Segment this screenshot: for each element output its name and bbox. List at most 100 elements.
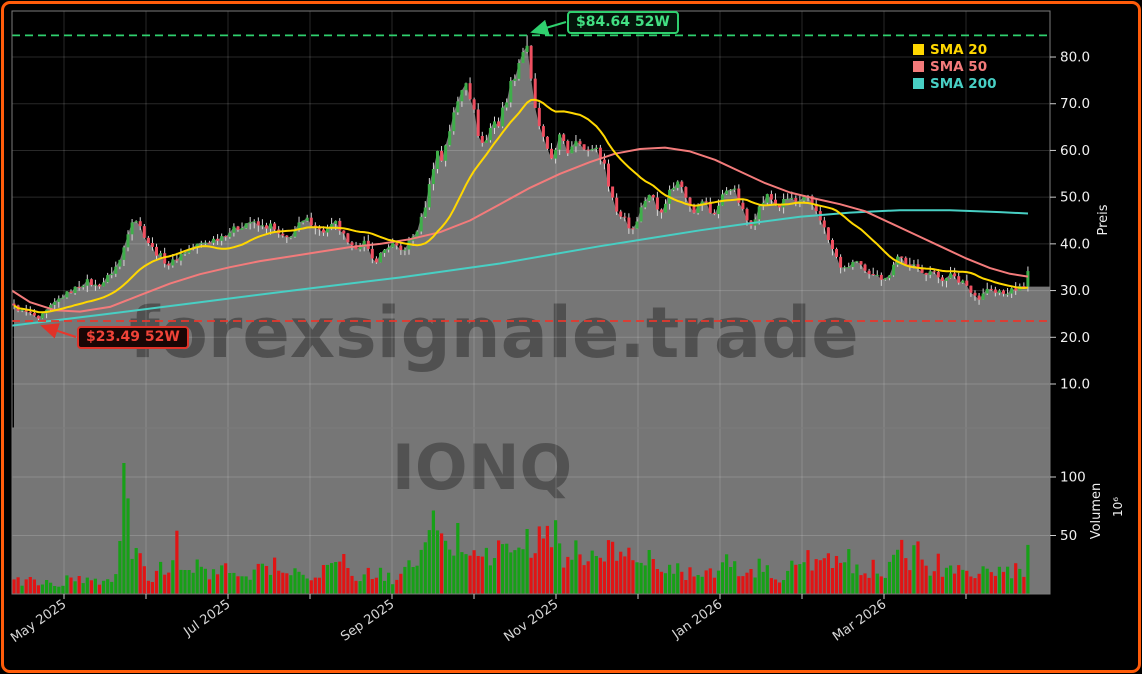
candle-body [297, 222, 301, 230]
volume-bar [419, 549, 423, 594]
price-tick-label: 50.0 [1060, 190, 1090, 206]
candle-body [138, 221, 142, 227]
volume-bar [342, 554, 346, 594]
volume-bar [175, 530, 179, 594]
volume-bar [928, 575, 932, 594]
volume-bar [126, 498, 130, 594]
volume-bar [281, 572, 285, 594]
candle-body [945, 278, 948, 281]
volume-bar [965, 570, 969, 594]
volume-bar [879, 576, 883, 594]
volume-bar [501, 544, 505, 594]
volume-bar [216, 574, 220, 594]
volume-bar [541, 538, 545, 594]
candle-body [627, 217, 631, 229]
volume-bar [154, 570, 159, 594]
volume-bar [49, 582, 53, 594]
candle-body [431, 169, 435, 185]
volume-bar [554, 520, 558, 594]
candle-body [203, 242, 207, 244]
candle-body [639, 207, 643, 222]
candle-body [220, 236, 224, 241]
candle-body [159, 253, 163, 256]
volume-bar [590, 550, 594, 594]
volume-bar [655, 569, 659, 594]
volume-bar [268, 574, 273, 594]
volume-bar [313, 577, 317, 594]
volume-bar [28, 577, 32, 594]
volume-bar [252, 569, 256, 594]
volume-bar [305, 578, 309, 594]
candle-body [843, 267, 847, 269]
volume-bar [912, 545, 916, 594]
volume-bar [720, 562, 725, 594]
candle-body [867, 270, 871, 274]
candle-body [134, 221, 138, 223]
volume-bar [859, 575, 863, 594]
watermark-text-brand: forexsignale.trade [129, 292, 858, 374]
volume-bar [615, 560, 619, 594]
volume-bar [818, 560, 822, 594]
volume-bar [301, 574, 305, 594]
candle-body [541, 126, 545, 137]
volume-bar [118, 541, 122, 594]
volume-bar [122, 463, 126, 594]
volume-bar [321, 565, 326, 594]
volume-bar [387, 572, 391, 594]
candle-body [53, 301, 57, 305]
volume-bar [940, 576, 944, 594]
candle-body [399, 245, 403, 251]
candle-body [501, 107, 505, 127]
volume-bar [545, 525, 549, 594]
volume-bar [354, 580, 358, 594]
candle-body [969, 285, 973, 293]
volume-bar [195, 559, 199, 594]
candle-body [525, 45, 529, 53]
volume-bar [716, 570, 721, 594]
watermark-text-ticker: IONQ [392, 431, 572, 504]
candle-body [932, 271, 936, 273]
candle-body [387, 247, 391, 250]
candle-body [24, 309, 28, 312]
volume-bar [920, 559, 924, 594]
candle-body [928, 271, 932, 275]
volume-bar [696, 575, 700, 594]
volume-bar [114, 574, 118, 594]
candle-body [875, 274, 879, 276]
candle-body [130, 222, 134, 235]
candle-body [350, 242, 354, 246]
candle-body [965, 280, 969, 286]
candle-body [545, 136, 549, 149]
candle-body [733, 188, 737, 190]
volume-bar [97, 584, 102, 594]
volume-bar [456, 523, 460, 594]
candle-body [745, 209, 749, 221]
volume-bar [826, 553, 830, 594]
candle-body [41, 313, 44, 319]
volume-bar [45, 580, 49, 594]
candle-body [122, 247, 126, 260]
candle-body [774, 199, 777, 205]
candle-body [488, 127, 492, 141]
candle-body [826, 227, 830, 240]
candle-body [497, 121, 501, 127]
volume-bar [765, 565, 769, 594]
candle-body [615, 197, 619, 212]
candle-body [786, 198, 790, 200]
candle-body [1002, 290, 1005, 294]
candle-body [472, 99, 476, 110]
candle-body [252, 221, 256, 223]
candle-body [403, 249, 407, 251]
candle-body [395, 242, 399, 246]
volume-bar [232, 572, 236, 594]
candle-body [285, 235, 289, 238]
candle-body [309, 217, 313, 226]
candle-body [688, 197, 692, 207]
candle-body [822, 220, 826, 228]
candle-body [802, 196, 806, 201]
candle-body [900, 256, 904, 258]
gridlines [12, 11, 1050, 594]
candle-body [93, 284, 97, 286]
volume-bar [863, 573, 867, 594]
